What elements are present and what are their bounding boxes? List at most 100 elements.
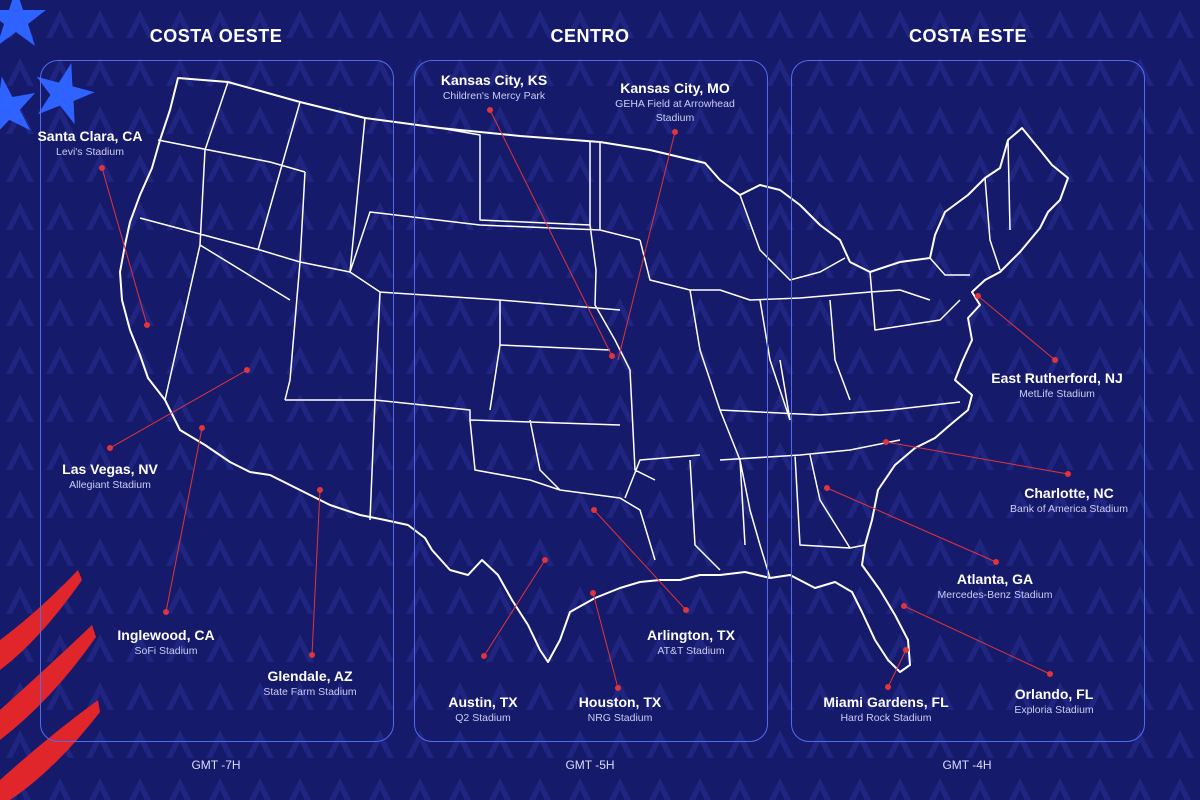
city-label-austin: Austin, TX Q2 Stadium <box>378 694 588 725</box>
region-panel-west <box>40 60 394 742</box>
city-label-atlanta: Atlanta, GA Mercedes-Benz Stadium <box>890 571 1100 602</box>
city-name: Santa Clara, CA <box>37 128 143 144</box>
us-outline <box>119 77 1069 673</box>
city-label-kansas-city-mo: Kansas City, MO GEHA Field at Arrowhead … <box>570 80 780 125</box>
venue-name: Hard Rock Stadium <box>840 712 932 724</box>
venue-name: Bank of America Stadium <box>1010 503 1128 515</box>
city-dot-houston <box>590 590 596 596</box>
city-dot-austin <box>542 557 548 563</box>
city-dot-atlanta <box>824 485 830 491</box>
star-decoration-2 <box>36 63 95 125</box>
city-dot-santa-clara <box>144 322 150 328</box>
venue-name: AT&T Stadium <box>657 645 725 657</box>
leader-line-kansas-city-mo <box>617 131 676 361</box>
venue-name: Allegiant Stadium <box>69 479 151 491</box>
stripe-decoration-3 <box>0 700 100 800</box>
city-label-miami-gardens: Miami Gardens, FL Hard Rock Stadium <box>781 694 991 725</box>
leader-dot-atlanta <box>993 559 999 565</box>
leader-line-atlanta <box>826 487 997 563</box>
leader-line-miami <box>887 649 907 688</box>
city-dot-arlington <box>591 507 597 513</box>
leader-lines <box>99 107 1071 691</box>
venue-name: NRG Stadium <box>587 712 653 724</box>
stripe-decoration-1 <box>0 570 82 670</box>
leader-line-glendale <box>311 489 321 656</box>
leader-dot-glendale <box>309 652 315 658</box>
city-label-arlington: Arlington, TX AT&T Stadium <box>586 627 796 658</box>
city-name: Arlington, TX <box>647 627 735 643</box>
leader-line-east-rutherford <box>977 295 1056 361</box>
city-name: Kansas City, KS <box>440 72 548 88</box>
city-dot-orlando <box>901 603 907 609</box>
city-name: Atlanta, GA <box>956 571 1034 587</box>
leader-line-charlotte <box>885 441 1069 475</box>
venue-name: Exploria Stadium <box>1014 704 1094 716</box>
leader-dot-east-rutherford <box>1052 357 1058 363</box>
city-name: Orlando, FL <box>1014 686 1094 702</box>
city-dot-east-rutherford <box>975 293 981 299</box>
leader-dot-kansas-city-ks <box>487 107 493 113</box>
leader-line-houston <box>592 592 619 689</box>
gmt-label-central: GMT -5H <box>565 758 615 772</box>
gmt-label-west: GMT -7H <box>191 758 241 772</box>
leader-dot-houston <box>615 685 621 691</box>
city-name: Austin, TX <box>448 694 518 710</box>
city-label-glendale: Glendale, AZ State Farm Stadium <box>205 668 415 699</box>
leader-line-arlington <box>593 509 687 611</box>
city-label-santa-clara: Santa Clara, CA Levi's Stadium <box>0 128 195 159</box>
venue-name: MetLife Stadium <box>1019 388 1095 400</box>
leader-line-inglewood <box>165 427 203 613</box>
region-panel-central <box>414 60 768 742</box>
leader-dot-santa-clara <box>99 165 105 171</box>
gmt-label-east: GMT -4H <box>942 758 992 772</box>
stripe-decoration-2 <box>0 625 96 740</box>
leader-line-santa-clara <box>101 167 148 326</box>
region-panel-east <box>791 60 1145 742</box>
leader-dot-charlotte <box>1065 471 1071 477</box>
city-name: Miami Gardens, FL <box>823 694 949 710</box>
city-dot-las-vegas <box>244 367 250 373</box>
star-decoration-3 <box>0 76 36 137</box>
city-label-orlando: Orlando, FL Exploria Stadium <box>949 686 1159 717</box>
leader-dot-miami <box>885 684 891 690</box>
venue-name: State Farm Stadium <box>263 686 357 698</box>
leader-line-las-vegas <box>109 369 248 449</box>
city-label-east-rutherford: East Rutherford, NJ MetLife Stadium <box>952 370 1162 401</box>
leader-line-austin <box>483 559 546 657</box>
leader-dot-kansas-city-mo <box>672 129 678 135</box>
city-label-las-vegas: Las Vegas, NV Allegiant Stadium <box>5 461 215 492</box>
leader-dot-las-vegas <box>107 445 113 451</box>
leader-dot-arlington <box>683 607 689 613</box>
venue-name: SoFi Stadium <box>134 645 198 657</box>
city-label-charlotte: Charlotte, NC Bank of America Stadium <box>964 485 1174 516</box>
leader-line-orlando <box>903 605 1051 675</box>
venue-name: Mercedes-Benz Stadium <box>937 589 1053 601</box>
venue-name: GEHA Field at Arrowhead Stadium <box>615 98 735 124</box>
city-name: Kansas City, MO <box>620 80 730 96</box>
city-name: Las Vegas, NV <box>62 461 158 477</box>
region-title-west: COSTA OESTE <box>149 26 283 46</box>
city-dot-charlotte <box>883 439 889 445</box>
state-lines <box>139 81 1011 579</box>
region-title-east: COSTA ESTE <box>908 26 1027 46</box>
leader-dot-inglewood <box>163 609 169 615</box>
us-map <box>119 77 1069 673</box>
city-label-houston: Houston, TX NRG Stadium <box>515 694 725 725</box>
city-dot-kansas-city-ks <box>609 353 615 359</box>
city-dot-miami <box>903 647 909 653</box>
leader-dot-austin <box>481 653 487 659</box>
leader-line-kansas-city-ks <box>489 109 613 357</box>
city-label-inglewood: Inglewood, CA SoFi Stadium <box>61 627 271 658</box>
city-name: East Rutherford, NJ <box>991 370 1123 386</box>
city-dot-inglewood <box>199 425 205 431</box>
city-name: Inglewood, CA <box>117 627 215 643</box>
venue-name: Levi's Stadium <box>56 146 124 158</box>
leader-dot-orlando <box>1047 671 1053 677</box>
city-dot-glendale <box>317 487 323 493</box>
venue-name: Q2 Stadium <box>455 712 511 724</box>
region-title-central: CENTRO <box>550 26 630 46</box>
city-name: Glendale, AZ <box>267 668 353 684</box>
